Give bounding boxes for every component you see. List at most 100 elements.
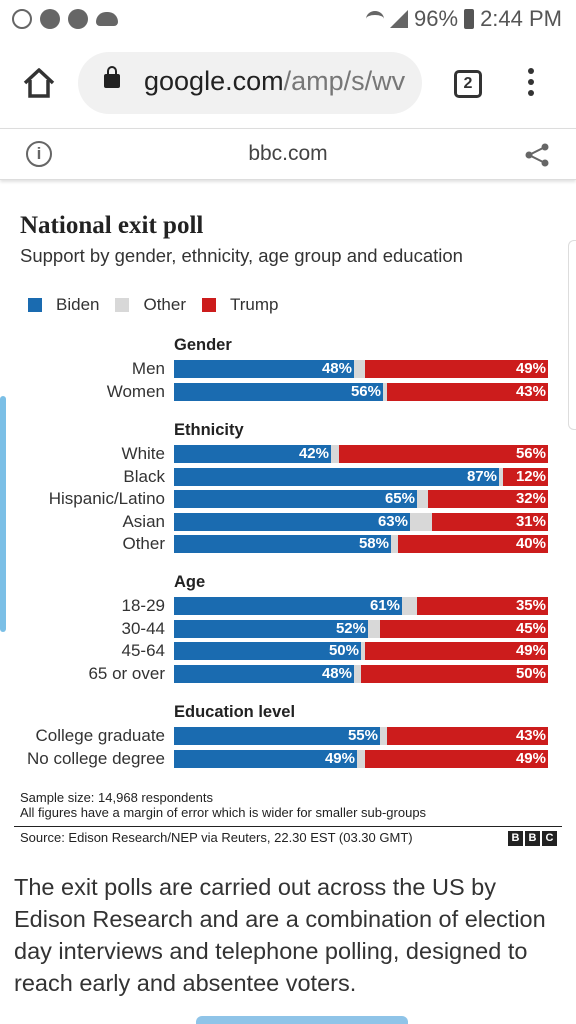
notification-icons [12,9,118,29]
data-label-trump: 49% [515,642,546,660]
article-paragraph: The exit polls are carried out across th… [14,874,546,996]
data-label-biden: 56% [350,382,381,400]
bar-ethnicity-other: 58% 40% [174,535,548,554]
group-title-gender: Gender [174,336,232,354]
bar-segment-other [410,512,432,531]
legend-label-other: Other [143,295,187,314]
bar-segment-other [357,749,365,768]
address-bar[interactable]: google.com/amp/s/wv [78,52,422,114]
bar-segment-other [331,445,339,463]
chart-source: Source: Edison Research/NEP via Reuters,… [20,830,413,845]
chart-legend: Biden Other Trump [28,295,295,315]
row-label-no-college-degree: No college degree [27,748,165,768]
group-title-age: Age [174,573,206,591]
clock: 2:44 PM [480,6,562,31]
status-right: 96% 2:44 PM [366,6,562,32]
bar-segment-trump [503,467,548,486]
bar-segment-other [361,642,365,661]
row-label-men: Men [131,359,165,378]
legend-swatch-trump [202,298,217,312]
amp-domain[interactable]: bbc.com [248,142,328,165]
bar-gender-women: 56% 43% [174,382,548,401]
bar-segment-trump [417,597,548,615]
data-label-biden: 58% [358,535,389,553]
row-label-other: Other [122,534,165,554]
battery-icon [464,9,475,29]
data-label-biden: 49% [324,749,355,767]
bar-segment-biden [174,727,380,745]
legend-label-biden: Biden [56,295,100,314]
home-icon[interactable] [22,66,56,100]
side-scroll-indicator [0,396,6,632]
data-label-biden: 63% [377,512,408,530]
bbc-logo-letter: C [542,831,557,846]
bar-ethnicity-black: 87% 12% [174,467,548,486]
data-label-trump: 40% [515,535,546,553]
url-text[interactable]: google.com/amp/s/wv [144,66,405,97]
overflow-menu-icon[interactable] [528,68,534,98]
data-label-biden: 52% [335,619,366,637]
lock-icon [104,66,120,88]
data-label-biden: 61% [369,597,400,614]
bar-segment-trump [387,382,548,401]
amp-header: i bbc.com [0,128,576,180]
tab-switcher-button[interactable]: 2 [454,70,482,98]
data-label-trump: 43% [515,382,546,400]
browser-toolbar: google.com/amp/s/wv 2 [0,40,576,128]
bar-age-45-64: 50% 49% [174,642,548,661]
bar-segment-other [368,619,380,638]
cloud-icon [96,12,118,26]
data-label-trump: 56% [515,445,546,462]
data-label-biden: 48% [321,664,352,682]
bar-segment-biden [174,535,391,554]
bar-segment-biden [174,597,402,615]
chart-subtitle: Support by gender, ethnicity, age group … [20,245,463,266]
bar-segment-biden [174,512,410,531]
url-host: google.com [144,66,284,96]
bar-segment-trump [361,664,548,683]
chart-title: National exit poll [20,212,204,239]
legend-swatch-other [115,298,130,312]
bar-age-30-44: 52% 45% [174,619,548,638]
bar-segment-trump [365,360,548,378]
bar-segment-biden [174,619,368,638]
bar-segment-trump [365,749,548,768]
bar-segment-biden [174,749,357,768]
row-label-30-44: 30-44 [121,618,165,638]
bar-segment-other [417,490,428,509]
bar-segment-other [354,664,361,683]
bar-segment-other [402,597,417,615]
bar-ethnicity-white: 42% 56% [174,445,548,463]
row-label-65-or-over: 65 or over [88,663,165,683]
status-bar: 96% 2:44 PM [0,0,576,40]
bar-education-level-college-graduate: 55% 43% [174,727,548,745]
info-icon[interactable]: i [26,141,52,167]
bar-segment-biden [174,664,354,683]
bar-segment-biden [174,467,499,486]
partial-button[interactable] [196,1016,408,1024]
row-label-black: Black [123,466,165,486]
data-label-biden: 65% [384,490,415,508]
bar-segment-trump [387,727,548,745]
bar-segment-other [383,382,387,401]
data-label-biden: 50% [328,642,359,660]
bar-segment-trump [339,445,548,463]
signal-icon [390,10,409,28]
data-label-trump: 32% [515,490,546,508]
bar-segment-biden [174,360,354,378]
data-label-biden: 87% [466,467,497,485]
data-label-biden: 48% [321,360,352,377]
fire-icon [40,9,60,29]
chart-notes: Sample size: 14,968 respondents All figu… [20,790,426,820]
data-label-trump: 50% [515,664,546,682]
data-label-trump: 31% [515,512,546,530]
bbc-logo-letter: B [508,831,523,846]
sample-size-note: Sample size: 14,968 respondents [20,790,213,805]
bar-segment-other [354,360,365,378]
data-label-biden: 55% [347,727,378,744]
bar-segment-trump [365,642,548,661]
bar-segment-trump [380,619,548,638]
bbc-logo-letter: B [525,831,540,846]
share-icon[interactable] [524,142,550,168]
row-label-18-29: 18-29 [121,596,165,615]
